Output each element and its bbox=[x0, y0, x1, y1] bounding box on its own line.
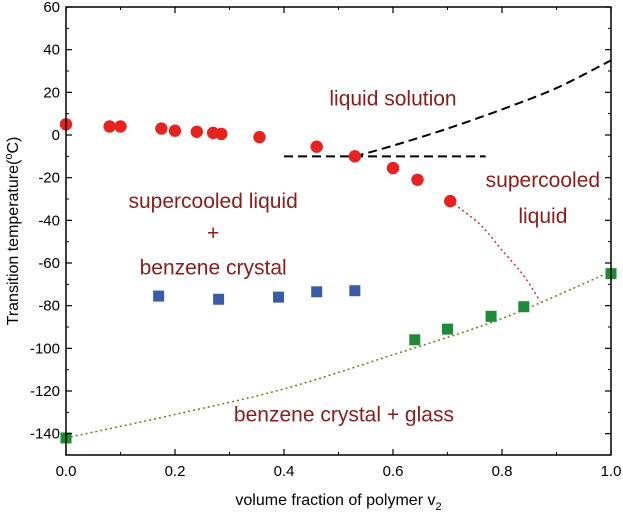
x-tick-label: 1.0 bbox=[601, 463, 622, 480]
y-tick-label: -60 bbox=[38, 255, 60, 272]
y-tick-label: -40 bbox=[38, 212, 60, 229]
y-tick-label: -140 bbox=[30, 426, 60, 443]
axis-ticks-layer: 0.0 0.2 0.4 0.6 0.8 1.0 -140 -120 -100 -80 -60 -40 -… bbox=[30, 0, 621, 480]
x-tick-label: 0.0 bbox=[56, 463, 77, 480]
y-tick-label: -20 bbox=[38, 170, 60, 187]
y-tick-label: 60 bbox=[43, 0, 60, 16]
data-point-square-s1 bbox=[349, 285, 361, 297]
data-point-circle-s0 bbox=[411, 173, 424, 186]
plot-frame bbox=[65, 6, 612, 456]
data-point-circle-s0 bbox=[190, 125, 203, 138]
data-point-square-s1 bbox=[311, 286, 323, 298]
y-tick-label: 20 bbox=[43, 84, 60, 101]
y-axis-label: Transition temperature(oC) bbox=[3, 137, 22, 326]
data-point-circle-s0 bbox=[386, 161, 400, 175]
x-tick-label: 0.4 bbox=[274, 463, 295, 480]
curve-layer bbox=[65, 59, 612, 439]
y-tick-label: 40 bbox=[43, 42, 60, 59]
x-tick-label: 0.2 bbox=[165, 463, 186, 480]
data-point-square-s2 bbox=[518, 301, 530, 313]
data-point-square-s2 bbox=[442, 323, 453, 335]
data-point-square-s1 bbox=[153, 290, 165, 302]
data-point-circle-s0 bbox=[215, 127, 228, 141]
x-tick-label: 0.8 bbox=[492, 463, 513, 480]
data-point-circle-s0 bbox=[348, 150, 362, 163]
region-label: + bbox=[207, 222, 219, 245]
region-label: supercooled liquid bbox=[129, 190, 298, 213]
y-tick-label: -100 bbox=[30, 340, 60, 357]
data-point-circle-s0 bbox=[168, 124, 182, 137]
dashed-phase-line-1 bbox=[354, 59, 612, 158]
region-label: benzene crystal bbox=[140, 256, 287, 279]
data-point-circle-s0 bbox=[155, 122, 168, 135]
region-label: liquid solution bbox=[329, 88, 456, 111]
data-point-circle-s0 bbox=[114, 120, 127, 133]
y-tick-label: -80 bbox=[38, 298, 60, 315]
data-point-square-s2 bbox=[485, 310, 497, 322]
region-label: benzene crystal + glass bbox=[234, 403, 454, 426]
data-point-square-s1 bbox=[273, 291, 285, 303]
region-label: supercooled bbox=[486, 169, 600, 192]
data-point-square-s1 bbox=[213, 293, 225, 305]
data-point-circle-s0 bbox=[103, 120, 116, 133]
data-point-circle-s0 bbox=[310, 140, 323, 153]
data-point-circle-s0 bbox=[253, 130, 266, 144]
region-label: liquid bbox=[518, 205, 567, 228]
data-point-square-s2 bbox=[409, 334, 421, 346]
dotted-fit-curve-3 bbox=[65, 270, 612, 439]
region-labels-layer: liquid solution supercooled liquid supercoo… bbox=[129, 88, 601, 427]
x-axis-label: volume fraction of polymer v2 bbox=[235, 492, 441, 513]
x-tick-label: 0.6 bbox=[383, 463, 404, 480]
data-points-layer bbox=[59, 118, 617, 444]
data-point-circle-s0 bbox=[444, 194, 457, 208]
dotted-fit-curve-2 bbox=[449, 200, 541, 302]
y-tick-label: 0 bbox=[52, 127, 60, 144]
y-tick-label: -120 bbox=[30, 383, 60, 400]
